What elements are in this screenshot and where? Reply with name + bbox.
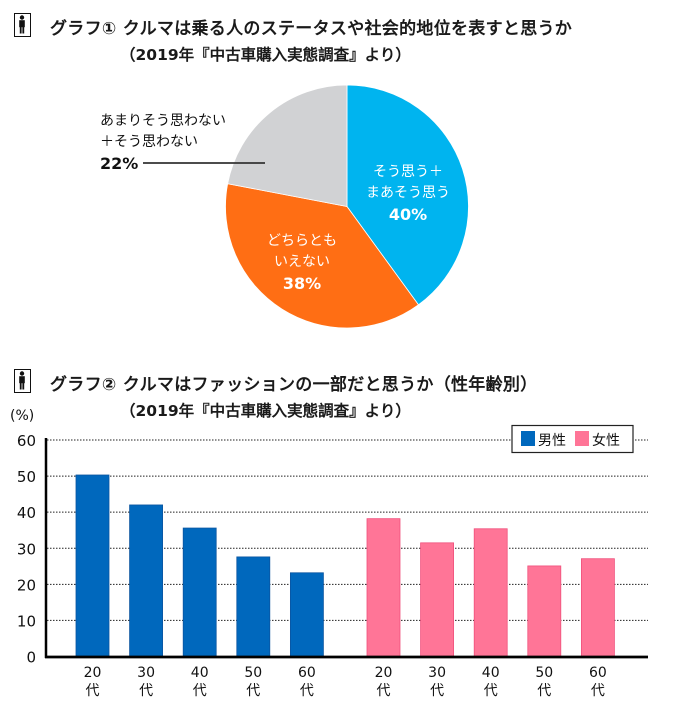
- pie-slice-blue: [346, 84, 469, 306]
- y-tick-label: 40: [17, 504, 36, 522]
- x-tick-label-suffix: 代: [246, 683, 260, 699]
- person-icon: [19, 15, 25, 34]
- slice-value-gray: 22%: [100, 154, 138, 173]
- bar-female: [527, 565, 562, 657]
- chart2-subtitle: （2019年『中古車購入実態調査』より）: [120, 402, 411, 420]
- slice-value-orange: 38%: [283, 274, 321, 293]
- bar-female: [420, 542, 455, 657]
- pie-slice-orange: [225, 183, 419, 329]
- x-tick-label-suffix: 代: [537, 683, 551, 699]
- y-tick-label: 10: [17, 612, 36, 630]
- bar-male: [289, 572, 324, 657]
- pie-chart: あまりそう思わない ＋そう思わない 22% そう思う＋ まあそう思う 40% ど…: [100, 84, 469, 329]
- x-tick-label-number: 50: [244, 665, 262, 681]
- x-tick-label-suffix: 代: [193, 683, 207, 699]
- x-tick-label-suffix: 代: [591, 683, 605, 699]
- legend-swatch-male: [521, 431, 535, 446]
- x-tick-label-number: 20: [375, 665, 393, 681]
- chart1-subtitle: （2019年『中古車購入実態調査』より）: [120, 46, 411, 64]
- x-tick-label-number: 30: [428, 665, 446, 681]
- y-tick-label: 30: [17, 540, 36, 558]
- x-tick-label-suffix: 代: [377, 683, 391, 699]
- x-tick-label-number: 50: [535, 665, 553, 681]
- y-tick-label: 60: [17, 432, 36, 450]
- x-tick-label-number: 60: [298, 665, 316, 681]
- pie-slice-gray: [227, 84, 348, 207]
- legend-label-female: 女性: [592, 432, 620, 449]
- bar-female: [473, 528, 508, 657]
- slice-label-orange-line1: どちらとも: [267, 233, 337, 249]
- x-tick-label-number: 40: [482, 665, 500, 681]
- person-icon-box-1: [14, 13, 31, 37]
- bar-male: [75, 474, 110, 657]
- bar-female: [366, 518, 401, 657]
- y-tick-label: 50: [17, 468, 36, 486]
- chart1-title: グラフ① クルマは乗る人のステータスや社会的地位を表すと思うか: [50, 19, 573, 39]
- slice-label-orange-line2: いえない: [274, 254, 330, 270]
- y-tick-label: 20: [17, 576, 36, 594]
- x-tick-label-number: 60: [589, 665, 607, 681]
- legend: 男性 女性: [511, 424, 634, 454]
- bar-male: [182, 527, 217, 657]
- x-tick-label-suffix: 代: [300, 683, 314, 699]
- x-tick-label-suffix: 代: [139, 683, 153, 699]
- x-tick-label-suffix: 代: [430, 683, 444, 699]
- y-tick-label: 0: [26, 649, 36, 667]
- slice-value-blue: 40%: [389, 205, 427, 224]
- slice-label-gray-line2: ＋そう思わない: [100, 134, 198, 150]
- bar-male: [129, 504, 164, 657]
- slice-label-gray-line1: あまりそう思わない: [100, 113, 226, 129]
- slice-label-blue-line1: そう思う＋: [373, 164, 443, 180]
- slice-label-blue-line2: まあそう思う: [366, 185, 450, 201]
- legend-swatch-female: [575, 431, 589, 446]
- bar-male: [236, 556, 271, 657]
- x-tick-label-suffix: 代: [484, 683, 498, 699]
- x-tick-label-suffix: 代: [86, 683, 100, 699]
- person-icon-box-2: [14, 369, 31, 393]
- y-axis-unit-label: (%): [10, 408, 34, 424]
- person-icon: [19, 371, 25, 390]
- x-tick-label-number: 40: [191, 665, 209, 681]
- legend-label-male: 男性: [538, 433, 566, 449]
- x-tick-label-number: 20: [84, 665, 102, 681]
- chart2-title: グラフ② クルマはファッションの一部だと思うか（性年齢別）: [50, 375, 538, 395]
- bar-female: [581, 558, 615, 657]
- x-tick-label-number: 30: [137, 665, 155, 681]
